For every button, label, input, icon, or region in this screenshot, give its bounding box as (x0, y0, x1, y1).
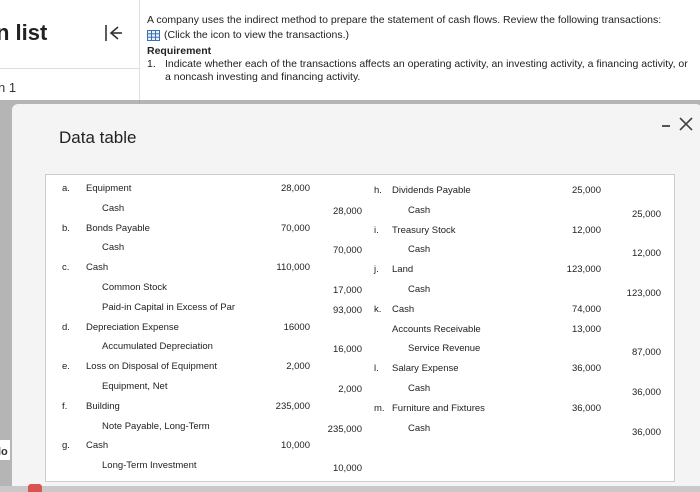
left-panel: n list n 1 (0, 0, 140, 110)
account-name: Cash (86, 262, 109, 274)
debit-amount: 110,000 (276, 262, 310, 274)
account-name: Cash (408, 244, 431, 256)
close-icon[interactable] (678, 116, 694, 132)
lo-box (0, 440, 10, 460)
bottom-progress-marker (28, 484, 42, 492)
transaction-letter: a. (62, 183, 70, 194)
transaction-letter: l. (374, 363, 379, 375)
debit-amount: 25,000 (571, 185, 601, 196)
account-name: Cash (102, 242, 125, 254)
bottom-bar (0, 486, 700, 492)
account-name: Cash (86, 440, 109, 452)
debit-amount: 16000 (283, 321, 310, 333)
debit-amount: 28,000 (280, 183, 310, 194)
debit-amount: 36,000 (571, 402, 601, 414)
account-name: Service Revenue (408, 343, 481, 355)
transactions-table: a. Equipment 28,000 Cash 28,000 b. Bonds Payab… (45, 174, 675, 482)
debit-amount: 235,000 (275, 400, 310, 412)
account-name: Salary Expense (392, 363, 459, 375)
credit-amount: 36,000 (631, 387, 661, 398)
transaction-letter: h. (374, 185, 382, 196)
account-name: Paid-in Capital in Excess of Par (102, 301, 236, 313)
debit-amount: 10,000 (280, 440, 310, 452)
credit-amount: 123,000 (626, 288, 661, 299)
account-name: Long-Term Investment (102, 460, 197, 472)
account-name: Accumulated Depreciation (102, 341, 213, 353)
credit-amount: 12,000 (631, 248, 661, 260)
data-table-modal: Data table a. Equipment 28,000 Cash 28,000 b.… (12, 104, 700, 492)
intro-text: A company uses the indirect method to pr… (147, 14, 662, 26)
credit-amount: 16,000 (332, 344, 362, 356)
background-page: n list n 1 A company uses the indirect m… (0, 0, 700, 110)
account-name: Bonds Payable (86, 222, 150, 234)
debit-amount: 2,000 (286, 361, 310, 373)
account-name: Depreciation Expense (86, 321, 179, 333)
debit-amount: 12,000 (571, 224, 601, 236)
transaction-letter: g. (62, 440, 70, 452)
debit-amount: 13,000 (571, 323, 601, 335)
transaction-letter: k. (374, 303, 382, 315)
account-name: Cash (392, 303, 415, 315)
debit-amount: 123,000 (566, 264, 601, 276)
credit-amount: 25,000 (631, 208, 661, 220)
credit-amount: 87,000 (631, 347, 661, 359)
account-name: Equipment, Net (102, 381, 168, 392)
credit-amount: 70,000 (332, 245, 362, 257)
account-name: Cash (408, 204, 431, 216)
transaction-letter: j. (374, 264, 379, 276)
debit-amount: 74,000 (571, 303, 601, 315)
account-name: Land (392, 264, 414, 276)
transaction-letter: c. (62, 262, 70, 274)
minimize-icon[interactable] (660, 118, 674, 132)
modal-title: Data table (59, 128, 137, 147)
account-name: Accounts Receivable (392, 323, 481, 335)
credit-amount: 28,000 (332, 205, 362, 217)
sidebar-divider (0, 68, 140, 69)
transaction-letter: d. (62, 321, 70, 333)
requirement-item: 1. Indicate whether each of the transact… (147, 58, 695, 84)
debit-amount: 36,000 (571, 363, 601, 375)
list-title: n list (0, 20, 48, 45)
account-name: Dividends Payable (392, 185, 471, 196)
transaction-letter: b. (62, 222, 70, 234)
credit-amount: 36,000 (631, 426, 661, 438)
requirement-heading: Requirement (147, 45, 212, 57)
account-name: Cash (408, 422, 431, 434)
credit-amount: 2,000 (338, 384, 362, 395)
account-name: Treasury Stock (392, 224, 456, 236)
account-name: Cash (408, 383, 431, 394)
credit-amount: 235,000 (327, 423, 362, 435)
debit-amount: 70,000 (280, 222, 310, 234)
part-label: n 1 (0, 80, 17, 95)
collapse-left-icon[interactable] (102, 22, 124, 44)
requirement-text: Indicate whether each of the transaction… (165, 58, 688, 83)
account-name: Cash (102, 202, 125, 214)
credit-amount: 17,000 (332, 285, 362, 296)
account-name: Note Payable, Long-Term (102, 420, 210, 432)
credit-amount: 93,000 (332, 304, 362, 316)
account-name: Furniture and Fixtures (392, 402, 485, 414)
transaction-letter: m. (374, 402, 385, 414)
lo-label: lo (0, 446, 8, 458)
account-name: Loss on Disposal of Equipment (86, 361, 217, 373)
account-name: Common Stock (102, 282, 167, 293)
account-name: Equipment (86, 183, 132, 194)
transaction-letter: e. (62, 361, 70, 373)
table-grid-icon[interactable] (147, 30, 160, 41)
click-icon-text: (Click the icon to view the transactions… (164, 29, 349, 41)
view-transactions-link[interactable]: (Click the icon to view the transactions… (147, 29, 695, 42)
transaction-letter: f. (62, 400, 68, 412)
account-name: Building (86, 400, 120, 412)
credit-amount: 10,000 (332, 463, 362, 475)
account-name: Cash (408, 284, 431, 295)
question-instructions: A company uses the indirect method to pr… (147, 14, 695, 84)
requirement-number: 1. (147, 58, 156, 70)
transaction-letter: i. (374, 224, 379, 236)
